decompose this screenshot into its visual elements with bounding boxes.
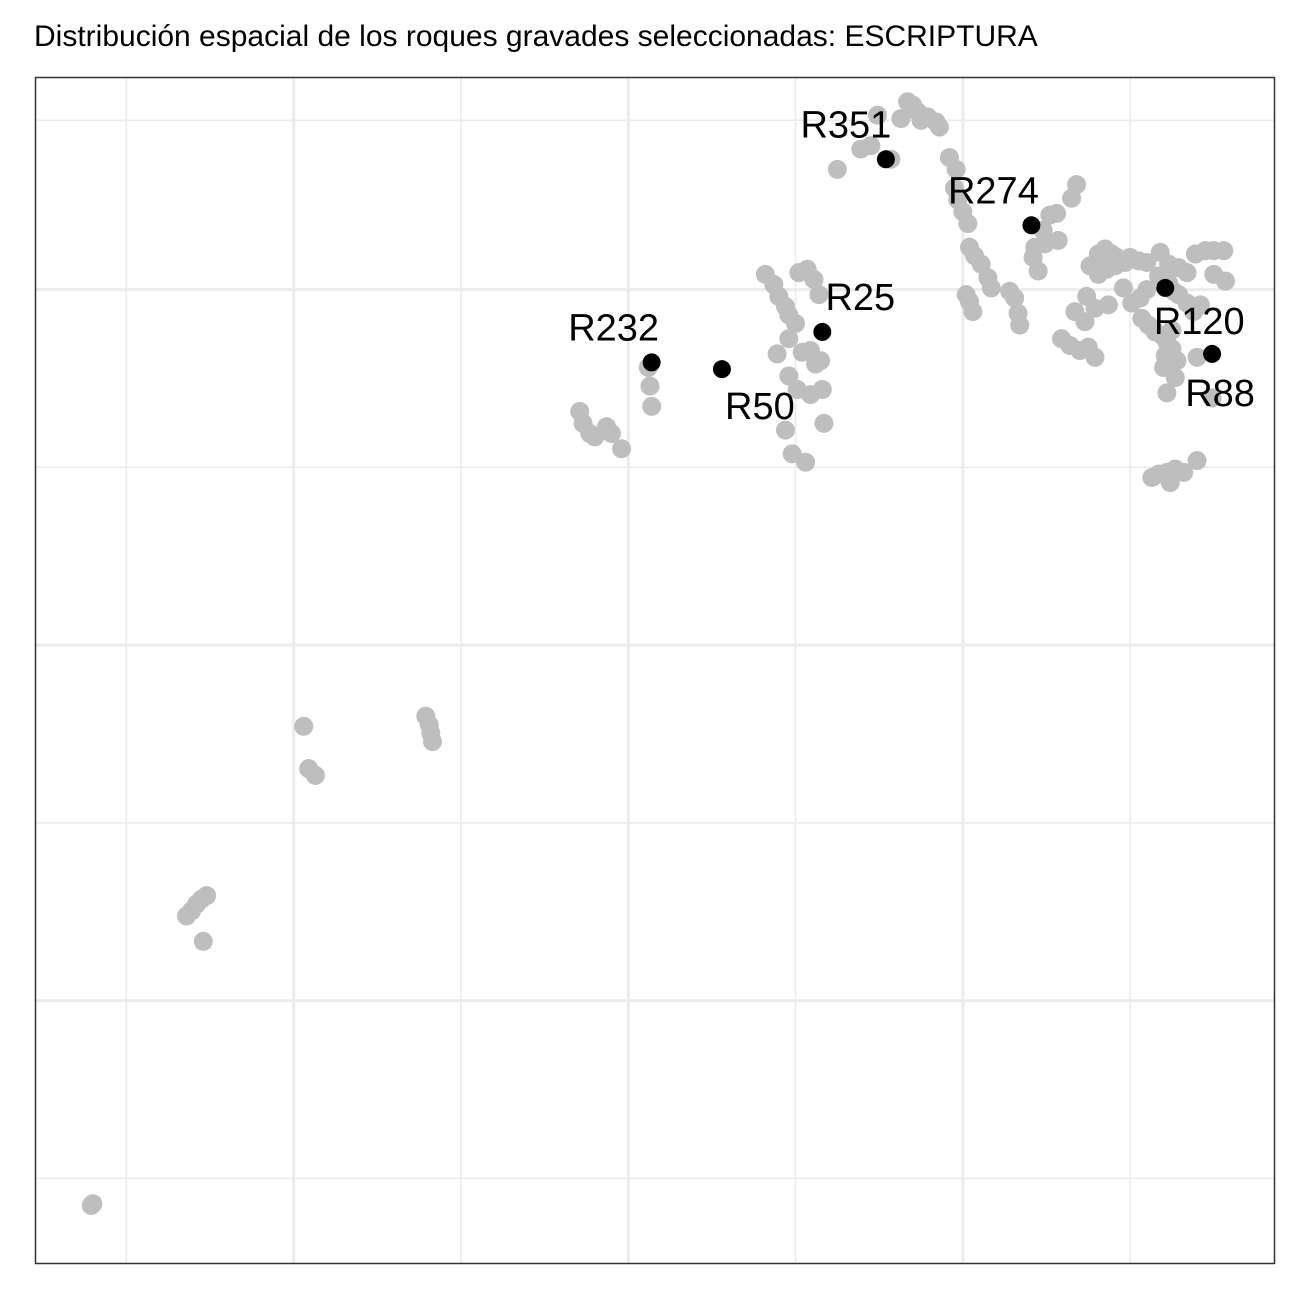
background-point — [1098, 295, 1118, 315]
background-point — [812, 379, 832, 399]
background-point — [1162, 320, 1182, 340]
highlight-point-r274 — [1022, 216, 1041, 235]
background-point — [958, 214, 978, 234]
background-point — [305, 765, 325, 785]
background-point — [809, 285, 829, 305]
background-point — [1028, 261, 1048, 281]
background-point — [1157, 383, 1177, 403]
background-point — [1113, 278, 1133, 298]
background-point — [1047, 203, 1067, 223]
highlight-point-r351 — [876, 150, 895, 169]
background-points — [81, 92, 1235, 1215]
highlight-point-r232 — [642, 353, 661, 372]
background-point — [946, 159, 966, 179]
background-point — [640, 376, 660, 396]
grid-lines — [36, 78, 1274, 1263]
chart-title: Distribución espacial de los roques grav… — [34, 20, 1038, 53]
background-point — [612, 439, 632, 459]
point-label-r25: R25 — [825, 277, 895, 319]
background-point — [1190, 295, 1210, 315]
panel-border — [34, 76, 1276, 1265]
background-point — [1010, 315, 1030, 335]
highlight-point-r120 — [1156, 278, 1175, 297]
point-label-r120: R120 — [1154, 301, 1245, 343]
background-point — [193, 931, 213, 951]
highlight-labels: R351 R274 R25 R232 R50 R120 R88 — [568, 104, 1255, 428]
point-label-r232: R232 — [568, 307, 659, 349]
background-point — [1187, 347, 1207, 367]
background-point — [786, 313, 806, 333]
background-point — [1202, 388, 1222, 408]
background-point — [1187, 451, 1207, 471]
background-point — [642, 396, 662, 416]
background-point — [1085, 347, 1105, 367]
background-point — [1137, 280, 1157, 300]
background-point — [1215, 271, 1235, 291]
background-point — [83, 1194, 103, 1214]
point-label-r274: R274 — [948, 170, 1039, 212]
background-point — [294, 716, 314, 736]
background-point — [1062, 188, 1082, 208]
point-label-r88: R88 — [1185, 373, 1255, 415]
highlight-point-r50 — [712, 360, 731, 379]
background-point — [1177, 263, 1197, 283]
background-point — [814, 413, 834, 433]
background-point — [827, 159, 847, 179]
background-point — [929, 117, 949, 137]
background-point — [779, 329, 799, 349]
background-point — [602, 424, 622, 443]
background-point — [1075, 312, 1095, 332]
background-point — [861, 136, 881, 156]
background-point — [197, 886, 217, 906]
background-point — [811, 351, 831, 371]
background-point — [767, 344, 787, 364]
background-point — [775, 420, 795, 440]
background-point — [891, 109, 911, 129]
background-point — [963, 302, 983, 322]
background-point — [1105, 256, 1125, 276]
background-point — [1165, 368, 1185, 388]
background-point — [1167, 351, 1187, 371]
background-point — [422, 732, 442, 752]
highlight-point-r25 — [813, 322, 832, 341]
background-point — [804, 269, 824, 289]
background-point — [1005, 288, 1025, 308]
background-point — [1035, 234, 1055, 254]
point-label-r50: R50 — [725, 386, 795, 428]
background-point — [1077, 286, 1097, 306]
background-point — [796, 452, 816, 472]
background-point — [868, 105, 888, 125]
point-label-r351: R351 — [800, 104, 891, 146]
background-point — [981, 278, 1001, 298]
highlight-points — [642, 150, 1222, 379]
background-point — [1137, 253, 1157, 273]
background-point — [779, 366, 799, 386]
highlight-point-r88 — [1203, 344, 1222, 363]
background-point — [1214, 241, 1234, 261]
background-point — [1174, 462, 1194, 482]
